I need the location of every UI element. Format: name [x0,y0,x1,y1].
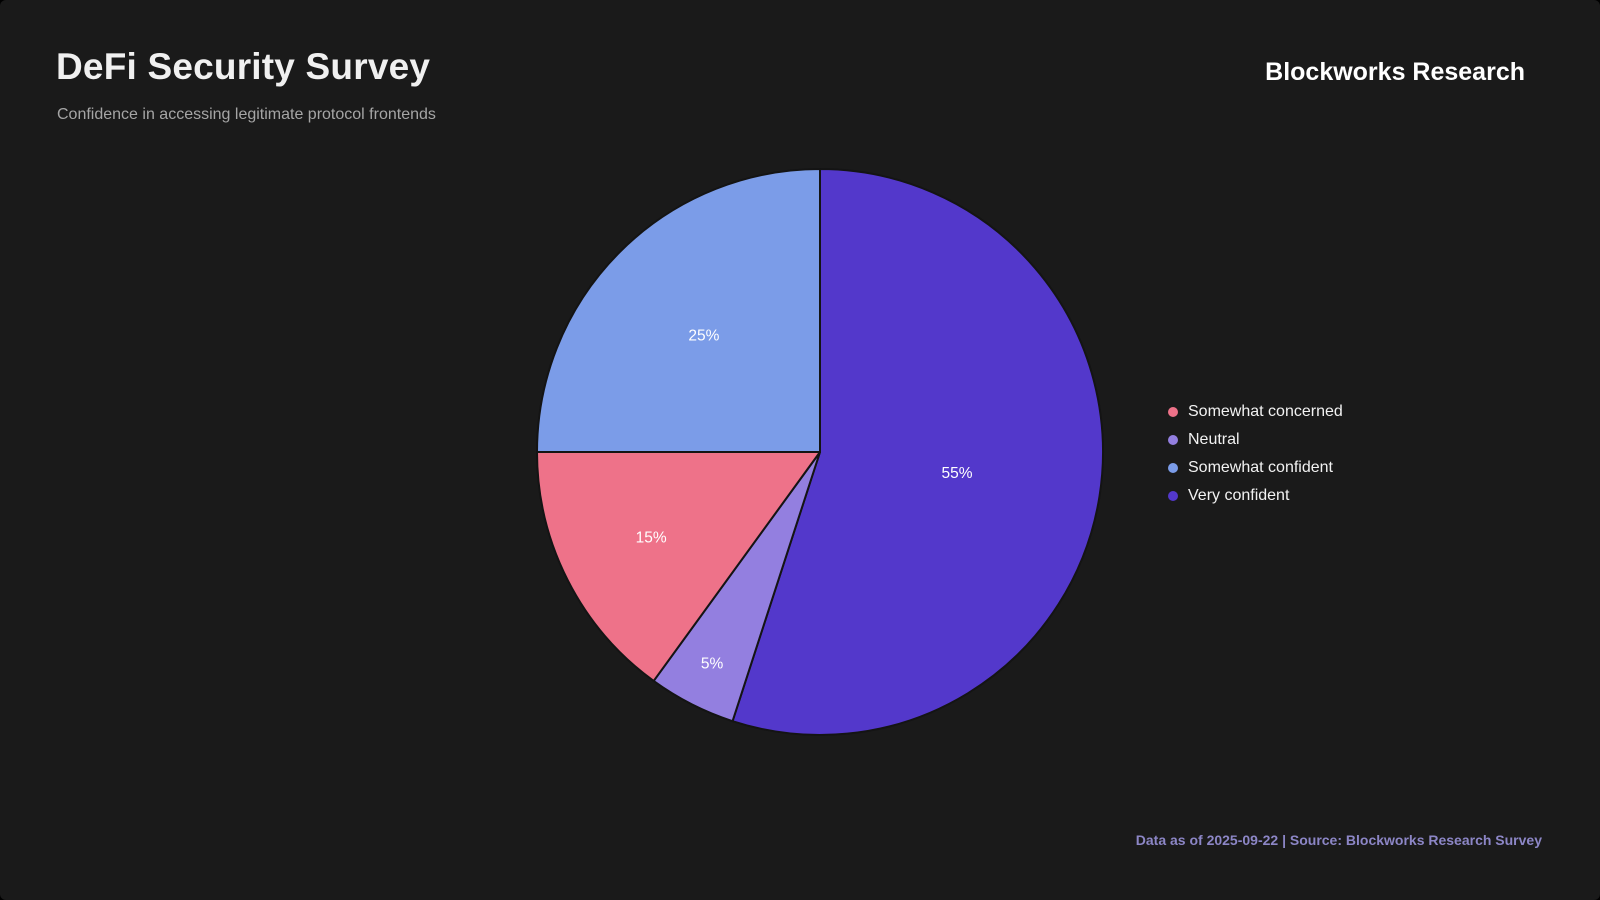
legend-item-somewhat-concerned[interactable]: Somewhat concerned [1168,398,1343,426]
chart-legend: Somewhat concerned Neutral Somewhat confid… [1168,398,1343,510]
legend-item-label: Somewhat concerned [1188,403,1343,420]
page-title: DeFi Security Survey [56,46,431,87]
pie-slice-somewhat-confident[interactable] [536,168,821,453]
pie-slice-very-confident[interactable] [731,168,1104,736]
pie-slice-somewhat-concerned[interactable] [536,451,821,682]
source-footnote: Data as of 2025-09-22 | Source: Blockwor… [1135,832,1542,848]
pie-slice-label-somewhat-concerned: 15% [636,530,667,547]
page-subtitle: Confidence in accessing legitimate proto… [57,106,436,123]
pie-slice-label-neutral: 5% [701,655,724,672]
legend-swatch-icon [1168,491,1178,501]
pie-chart: 55% 5% 15% 25% [536,168,1104,736]
legend-item-somewhat-confident[interactable]: Somewhat confident [1168,454,1343,482]
pie-slice-label-very-confident: 55% [941,465,972,482]
legend-swatch-icon [1168,435,1178,445]
legend-item-neutral[interactable]: Neutral [1168,426,1343,454]
pie-slice-label-somewhat-confident: 25% [688,327,719,344]
pie-chart-area: 55% 5% 15% 25% [520,152,1120,752]
brand-logo-text: Blockworks Research [1265,58,1525,86]
legend-item-label: Very confident [1188,487,1290,504]
legend-swatch-icon [1168,463,1178,473]
legend-item-label: Neutral [1188,431,1240,448]
legend-item-very-confident[interactable]: Very confident [1168,482,1343,510]
legend-item-label: Somewhat confident [1188,459,1333,476]
legend-swatch-icon [1168,407,1178,417]
